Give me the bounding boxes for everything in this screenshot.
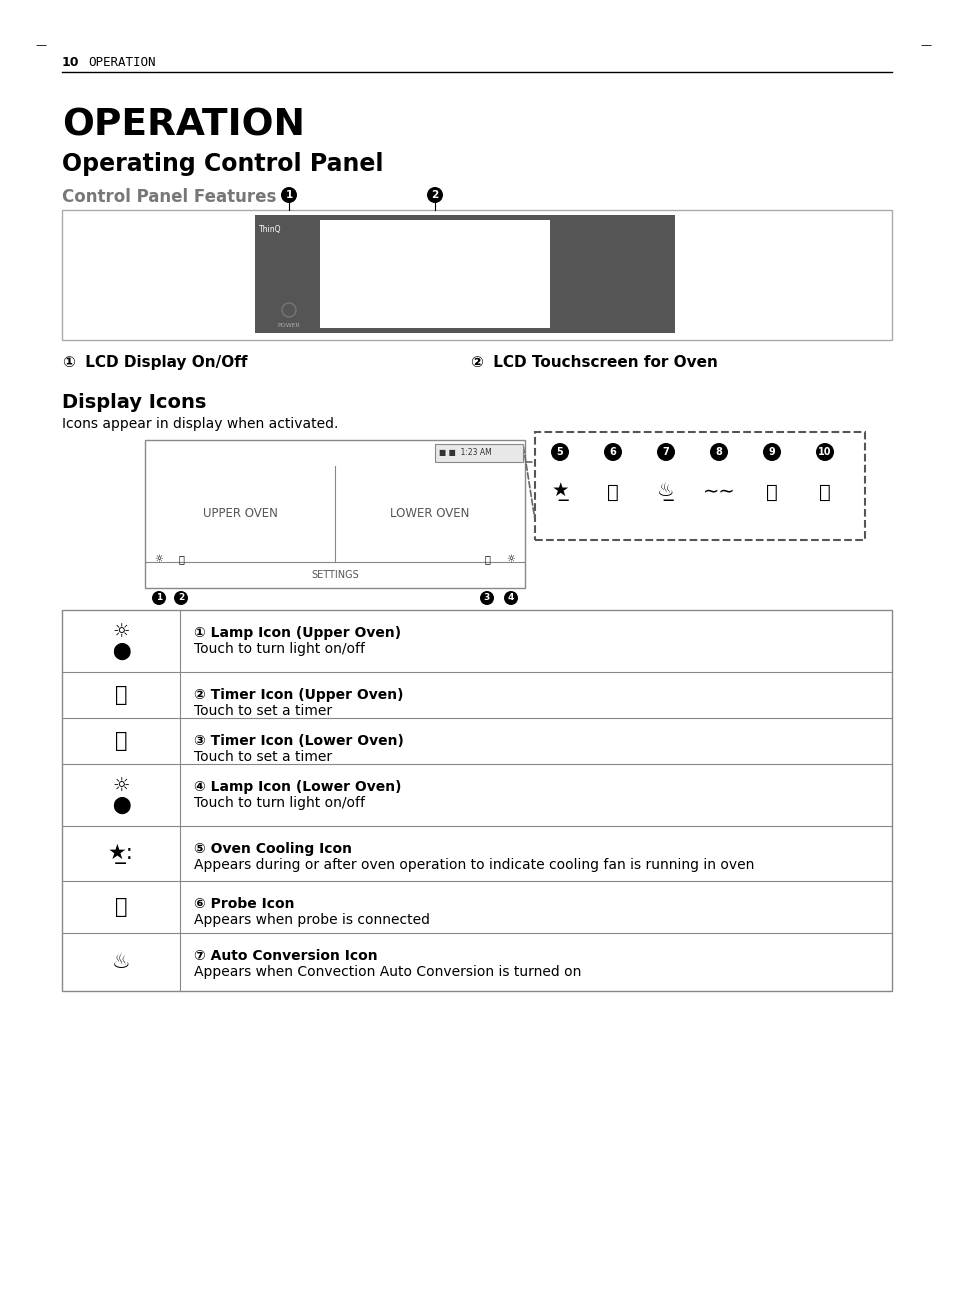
Text: UPPER OVEN: UPPER OVEN: [202, 507, 277, 521]
Text: LOWER OVEN: LOWER OVEN: [390, 507, 469, 521]
Text: ☼: ☼: [112, 776, 130, 794]
Circle shape: [603, 443, 621, 462]
Circle shape: [503, 591, 517, 605]
Text: ☼: ☼: [112, 622, 130, 640]
Text: ⏰: ⏰: [114, 685, 127, 705]
Text: Icons appear in display when activated.: Icons appear in display when activated.: [62, 418, 338, 431]
Text: Display Icons: Display Icons: [62, 393, 206, 412]
Text: ⫰: ⫰: [114, 897, 127, 917]
Text: ∼∼: ∼∼: [702, 482, 735, 502]
Text: 9: 9: [768, 447, 775, 456]
Text: POWER: POWER: [277, 323, 300, 328]
Circle shape: [152, 591, 166, 605]
Text: 3: 3: [483, 593, 490, 603]
Circle shape: [427, 187, 442, 203]
Text: 4: 4: [507, 593, 514, 603]
Text: ⏰: ⏰: [178, 553, 184, 564]
Bar: [319, 220, 550, 328]
Text: Touch to turn light on/off: Touch to turn light on/off: [193, 796, 365, 809]
Text: ★̲: ★̲: [551, 482, 568, 502]
Text: LCD Touchscreen for Oven: LCD Touchscreen for Oven: [488, 356, 717, 370]
Text: Touch to turn light on/off: Touch to turn light on/off: [193, 643, 365, 656]
Circle shape: [815, 443, 833, 462]
Circle shape: [762, 443, 781, 462]
Text: ① Lamp Icon (Upper Oven): ① Lamp Icon (Upper Oven): [193, 626, 400, 640]
Text: 2: 2: [431, 190, 438, 200]
Text: 8: 8: [715, 447, 721, 456]
Bar: [254, 215, 675, 334]
Text: ☼: ☼: [154, 553, 163, 564]
Text: Touch to set a timer: Touch to set a timer: [193, 703, 332, 718]
Text: ★̲:: ★̲:: [108, 843, 133, 864]
Text: ①: ①: [62, 356, 74, 370]
Text: 7: 7: [662, 447, 669, 456]
Circle shape: [709, 443, 727, 462]
Text: Touch to set a timer: Touch to set a timer: [193, 750, 332, 764]
Circle shape: [551, 443, 568, 462]
Bar: [62, 610, 891, 990]
Text: 5: 5: [556, 447, 563, 456]
Text: 2: 2: [177, 593, 184, 603]
Text: ⬤: ⬤: [112, 796, 131, 815]
Text: ②: ②: [470, 356, 482, 370]
Text: Appears when probe is connected: Appears when probe is connected: [193, 913, 430, 927]
Text: ⫰: ⫰: [606, 482, 618, 502]
Bar: [435, 443, 522, 462]
Text: 10: 10: [818, 447, 831, 456]
Text: 🔓: 🔓: [819, 482, 830, 502]
Text: Operating Control Panel: Operating Control Panel: [62, 153, 383, 176]
Text: ThinQ: ThinQ: [258, 225, 281, 234]
Text: SETTINGS: SETTINGS: [311, 570, 358, 581]
Text: ■ ■  1:23 AM: ■ ■ 1:23 AM: [438, 449, 491, 458]
Text: ⏰: ⏰: [114, 731, 127, 751]
Bar: [62, 209, 891, 340]
Text: ⬤: ⬤: [112, 643, 131, 659]
Text: ④ Lamp Icon (Lower Oven): ④ Lamp Icon (Lower Oven): [193, 780, 401, 794]
Text: 1: 1: [155, 593, 162, 603]
Bar: [535, 432, 864, 540]
Text: LCD Display On/Off: LCD Display On/Off: [80, 356, 247, 370]
Circle shape: [173, 591, 188, 605]
Text: ② Timer Icon (Upper Oven): ② Timer Icon (Upper Oven): [193, 688, 403, 702]
Text: OPERATION: OPERATION: [88, 56, 155, 69]
Text: OPERATION: OPERATION: [62, 109, 305, 144]
Text: 1: 1: [285, 190, 293, 200]
Text: ③ Timer Icon (Lower Oven): ③ Timer Icon (Lower Oven): [193, 734, 403, 747]
Text: ⑦ Auto Conversion Icon: ⑦ Auto Conversion Icon: [193, 949, 377, 963]
Text: ⏰: ⏰: [483, 553, 490, 564]
Text: ⑥ Probe Icon: ⑥ Probe Icon: [193, 897, 294, 912]
Text: Appears when Convection Auto Conversion is turned on: Appears when Convection Auto Conversion …: [193, 965, 580, 979]
Text: ⏸: ⏸: [765, 482, 777, 502]
Bar: [145, 440, 524, 588]
Circle shape: [479, 591, 494, 605]
Text: ⑤ Oven Cooling Icon: ⑤ Oven Cooling Icon: [193, 842, 352, 856]
Circle shape: [281, 187, 296, 203]
Text: —: —: [919, 40, 930, 50]
Text: ♨: ♨: [112, 952, 131, 972]
Circle shape: [657, 443, 675, 462]
Text: 6: 6: [609, 447, 616, 456]
Text: 10: 10: [62, 56, 79, 69]
Text: Appears during or after oven operation to indicate cooling fan is running in ove: Appears during or after oven operation t…: [193, 859, 754, 871]
Text: ♨̲: ♨̲: [657, 482, 674, 502]
Text: Control Panel Features: Control Panel Features: [62, 187, 276, 206]
Text: ☼: ☼: [506, 553, 515, 564]
Text: —: —: [35, 40, 46, 50]
